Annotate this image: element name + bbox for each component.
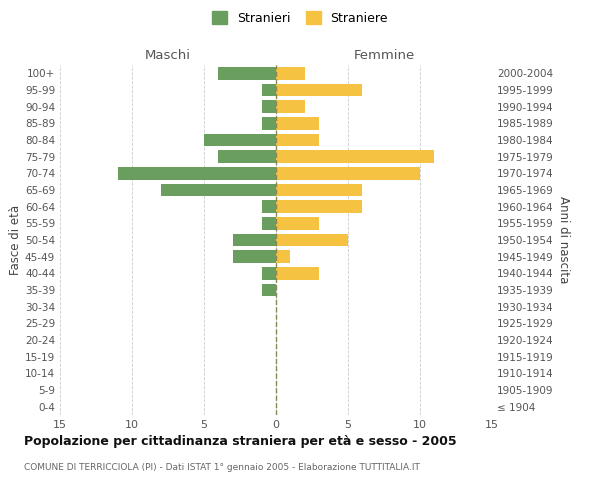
Bar (276, 150, 434, 163)
Bar (262, 200, 276, 213)
Bar (276, 234, 348, 246)
Bar (262, 217, 276, 230)
Bar (233, 250, 276, 263)
Bar (204, 134, 276, 146)
Bar (233, 234, 276, 246)
Bar (276, 200, 362, 213)
Bar (276, 84, 362, 96)
Bar (262, 100, 276, 113)
Bar (276, 267, 319, 280)
Y-axis label: Fasce di età: Fasce di età (9, 205, 22, 275)
Bar (262, 284, 276, 296)
Text: COMUNE DI TERRICCIOLA (PI) - Dati ISTAT 1° gennaio 2005 - Elaborazione TUTTITALI: COMUNE DI TERRICCIOLA (PI) - Dati ISTAT … (24, 462, 420, 471)
Text: Popolazione per cittadinanza straniera per età e sesso - 2005: Popolazione per cittadinanza straniera p… (24, 435, 457, 448)
Bar (276, 217, 319, 230)
Bar (218, 67, 276, 80)
Bar (276, 184, 362, 196)
Bar (276, 250, 290, 263)
Bar (276, 67, 305, 80)
Bar (218, 150, 276, 163)
Y-axis label: Anni di nascita: Anni di nascita (557, 196, 570, 284)
Legend: Stranieri, Straniere: Stranieri, Straniere (212, 11, 388, 25)
Bar (276, 100, 305, 113)
Bar (262, 117, 276, 130)
Bar (262, 84, 276, 96)
Bar (262, 267, 276, 280)
Bar (276, 117, 319, 130)
Bar (276, 134, 319, 146)
Text: Femmine: Femmine (353, 48, 415, 62)
Bar (118, 167, 276, 179)
Text: Maschi: Maschi (145, 48, 191, 62)
Bar (276, 167, 420, 179)
Bar (161, 184, 276, 196)
